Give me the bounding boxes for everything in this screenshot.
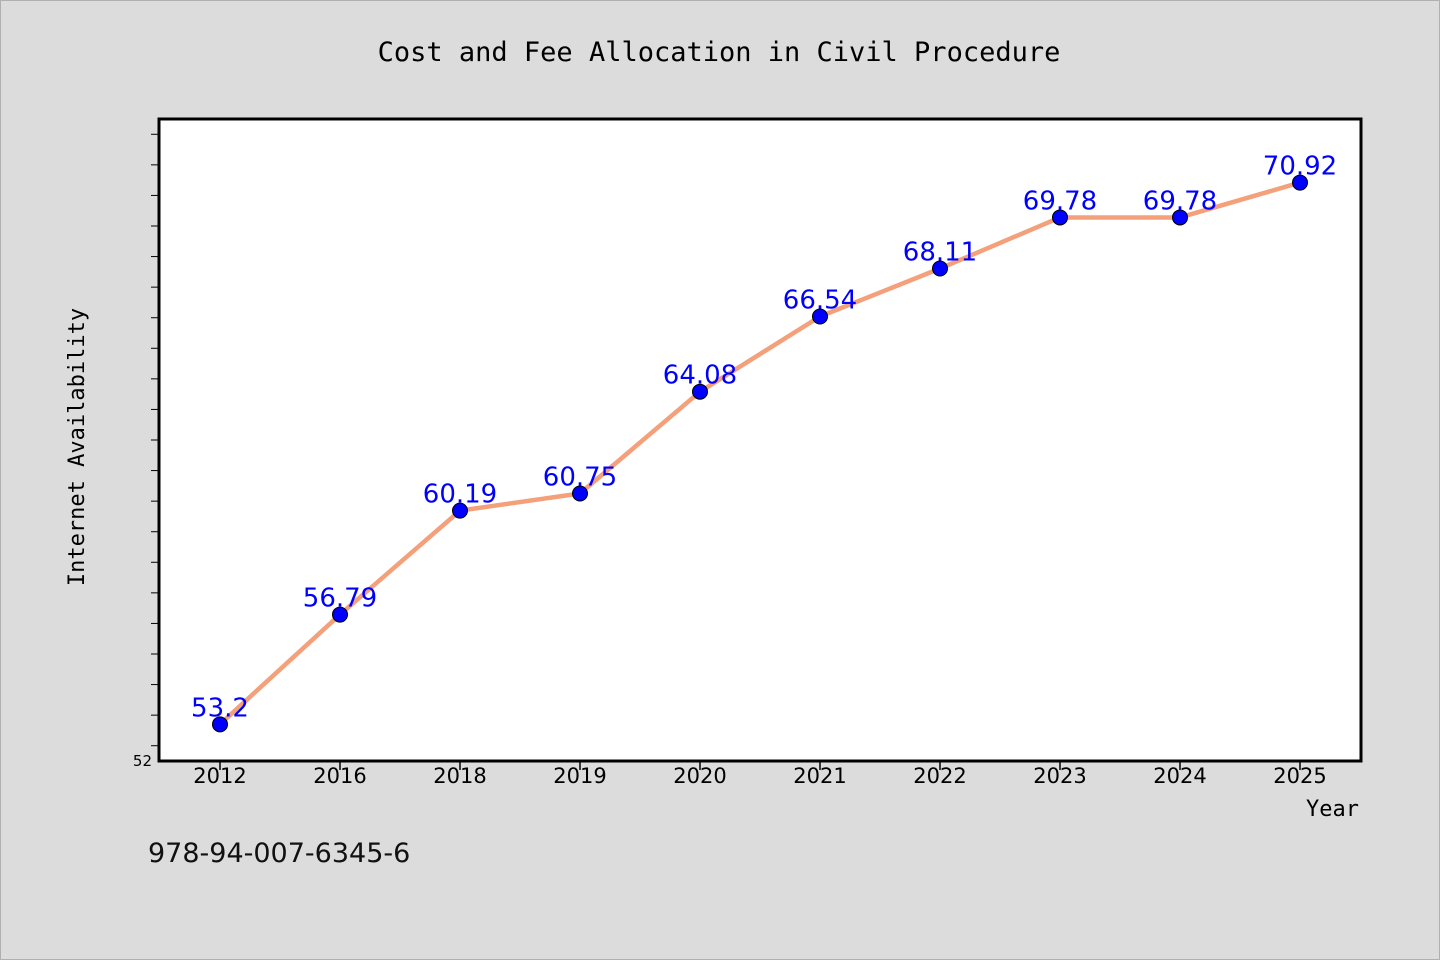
x-axis-ticks bbox=[219, 761, 1301, 770]
y-axis-ticks bbox=[151, 133, 159, 747]
x-tick-label: 2018 bbox=[433, 764, 486, 788]
x-tick-label: 2025 bbox=[1273, 764, 1326, 788]
data-point bbox=[1172, 209, 1188, 226]
y-axis-label: Internet Availability bbox=[65, 308, 90, 586]
x-axis-label: Year bbox=[1306, 797, 1359, 822]
x-tick-label: 2024 bbox=[1153, 764, 1206, 788]
x-tick-label: 2012 bbox=[193, 764, 246, 788]
data-label: 68.11 bbox=[903, 237, 977, 267]
x-tick-label: 2019 bbox=[553, 764, 606, 788]
chart-title: Cost and Fee Allocation in Civil Procedu… bbox=[378, 37, 1061, 68]
data-label: 69.78 bbox=[1023, 186, 1097, 216]
x-tick-label: 2023 bbox=[1033, 764, 1086, 788]
data-point bbox=[212, 716, 228, 733]
data-point bbox=[812, 308, 828, 325]
y-tick-label: 52 bbox=[133, 752, 152, 770]
x-tick-label: 2021 bbox=[793, 764, 846, 788]
data-label: 60.19 bbox=[423, 480, 497, 510]
data-label: 70.92 bbox=[1263, 152, 1337, 182]
series-line-group bbox=[217, 180, 1303, 727]
x-tick-labels: 2012 2016 2018 2019 2020 2021 2022 2023 2024 2025 bbox=[193, 764, 1326, 788]
data-label: 69.78 bbox=[1143, 186, 1217, 216]
data-labels: 53.2 56.79 60.19 60.75 64.08 66.54 68.11 69.78 6… bbox=[191, 152, 1337, 724]
data-point bbox=[1292, 174, 1308, 191]
x-tick-label: 2016 bbox=[313, 764, 366, 788]
data-points bbox=[212, 174, 1308, 733]
data-label: 53.2 bbox=[191, 693, 249, 723]
data-label: 64.08 bbox=[663, 361, 737, 391]
data-point bbox=[1052, 209, 1068, 226]
data-point bbox=[692, 383, 708, 400]
series-line bbox=[217, 180, 1303, 727]
x-tick-label: 2022 bbox=[913, 764, 966, 788]
data-point bbox=[932, 260, 948, 277]
data-label: 66.54 bbox=[783, 285, 857, 315]
data-label: 56.79 bbox=[303, 584, 377, 614]
x-tick-label: 2020 bbox=[673, 764, 726, 788]
data-point bbox=[332, 606, 348, 623]
data-label: 60.75 bbox=[543, 463, 617, 493]
data-point bbox=[452, 502, 468, 519]
data-point bbox=[572, 485, 588, 502]
plot-area bbox=[157, 117, 1363, 763]
isbn-text: 978-94-007-6345-6 bbox=[148, 838, 410, 869]
